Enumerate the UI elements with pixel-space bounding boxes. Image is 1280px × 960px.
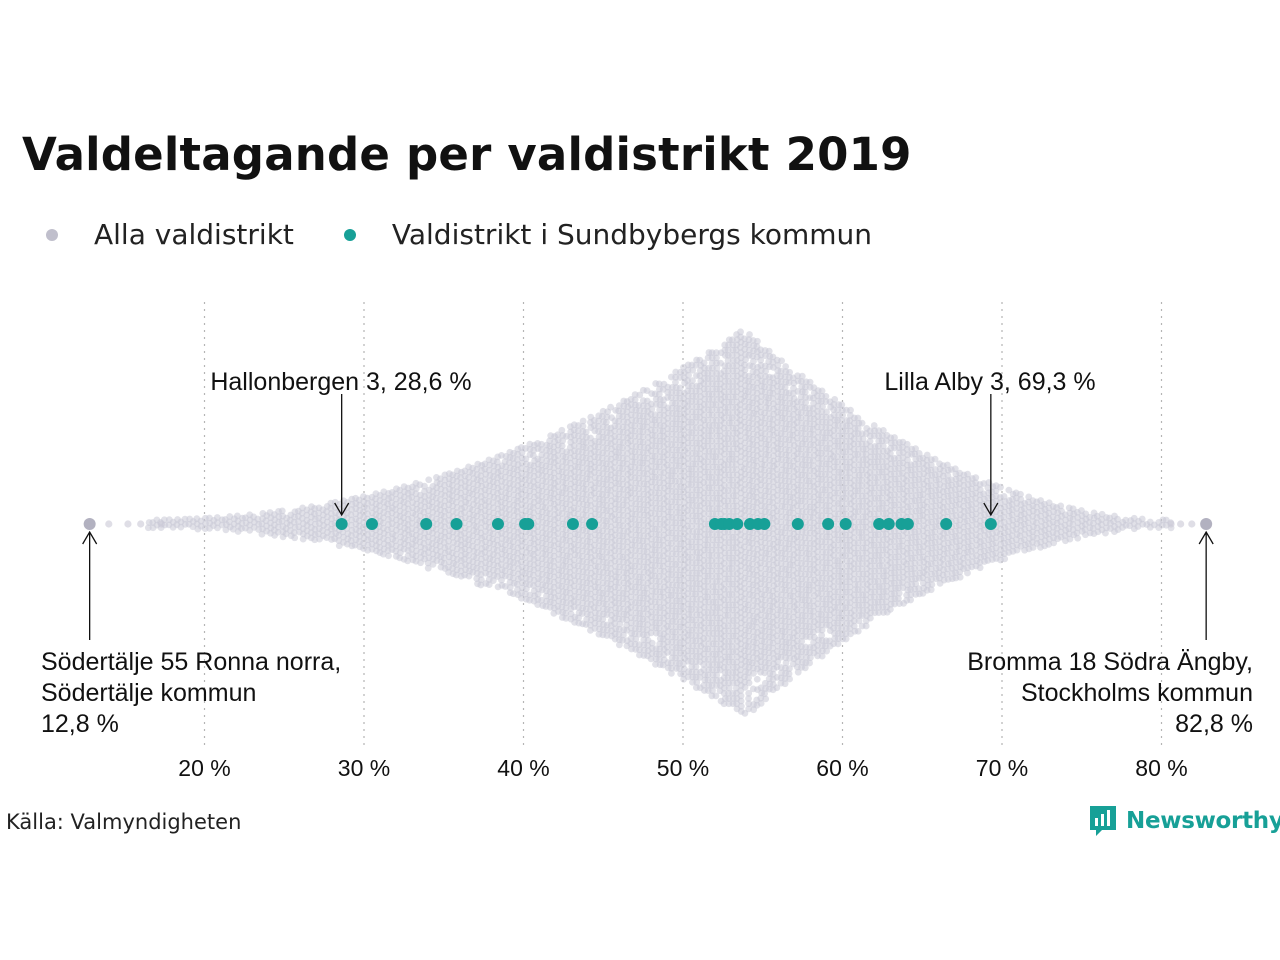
district-point (517, 464, 525, 472)
district-point (534, 590, 542, 598)
chart-title: Valdeltagande per valdistrikt 2019 (22, 128, 912, 181)
legend: Alla valdistrikt Valdistrikt i Sundbyber… (40, 218, 916, 251)
district-point (477, 581, 485, 589)
district-point (522, 455, 530, 463)
district-point (538, 440, 545, 448)
legend-item-all: Alla valdistrikt (40, 218, 294, 251)
district-point (786, 675, 794, 683)
district-point (392, 532, 399, 539)
legend-marker-all (46, 228, 58, 241)
district-point (574, 510, 582, 518)
all-districts-swarm (83, 328, 1213, 717)
district-point (603, 554, 610, 561)
district-point (425, 476, 433, 484)
district-point (582, 485, 590, 493)
district-point (554, 452, 562, 459)
district-point (278, 507, 286, 515)
district-point (667, 669, 675, 677)
district-point (570, 442, 578, 449)
district-point (493, 458, 501, 466)
district-point (582, 428, 590, 436)
legend-marker-sundbyberg (343, 228, 356, 241)
district-point (778, 357, 786, 365)
district-point (363, 505, 371, 512)
district-point (554, 483, 562, 491)
district-point (607, 403, 614, 411)
district-point (404, 557, 412, 565)
district-point (562, 614, 570, 622)
district-point (575, 614, 582, 622)
district-point (562, 609, 570, 617)
district-point (753, 675, 761, 683)
district-point (291, 534, 299, 542)
district-point (594, 604, 602, 612)
legend-item-sundbyberg: Valdistrikt i Sundbybergs kommun (338, 218, 872, 251)
district-point (599, 615, 607, 623)
district-point (762, 695, 770, 703)
district-point (558, 426, 566, 434)
district-point (424, 564, 432, 572)
district-point (290, 529, 298, 536)
district-point (489, 577, 497, 584)
district-point (806, 659, 813, 667)
district-point (274, 528, 282, 536)
district-point (392, 537, 399, 545)
district-point (603, 418, 610, 426)
district-point (181, 515, 189, 523)
district-point (579, 417, 587, 425)
district-point (477, 576, 485, 584)
district-point (558, 442, 566, 450)
district-point (385, 552, 392, 560)
district-point (421, 482, 428, 490)
district-point (582, 439, 590, 446)
district-point (505, 495, 513, 503)
district-point (579, 422, 587, 430)
legend-label-all: Alla valdistrikt (94, 218, 294, 251)
district-point (538, 576, 546, 583)
district-point (521, 538, 529, 546)
district-point (452, 561, 460, 568)
district-point (570, 556, 578, 564)
district-point (562, 479, 570, 487)
district-point (379, 550, 387, 558)
legend-label-sundbyberg: Valdistrikt i Sundbybergs kommun (391, 218, 873, 251)
district-point (745, 679, 753, 687)
district-point (611, 427, 618, 435)
district-point (559, 437, 567, 445)
district-point (144, 524, 152, 532)
district-point (538, 456, 546, 464)
district-point (603, 600, 610, 608)
district-point (582, 480, 590, 488)
